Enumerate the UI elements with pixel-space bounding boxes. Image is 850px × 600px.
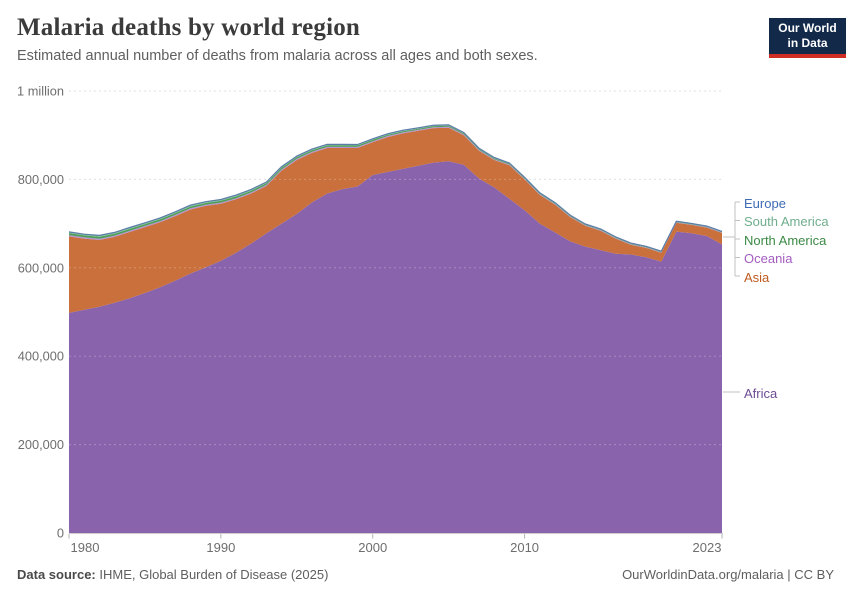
license-link[interactable]: OurWorldinData.org/malaria | CC BY: [622, 567, 834, 582]
x-axis-label-2000: 2000: [358, 540, 387, 555]
x-axis-label-2010: 2010: [510, 540, 539, 555]
stack-top-outline: [68, 124, 723, 252]
x-axis-label-2023: 2023: [693, 540, 722, 555]
data-source-note: Data source: IHME, Global Burden of Dise…: [17, 567, 328, 582]
legend-item-north_america[interactable]: North America: [744, 233, 827, 248]
legend-item-south_america[interactable]: South America: [744, 214, 829, 229]
legend-item-oceania[interactable]: Oceania: [744, 251, 793, 266]
y-axis-label-600000: 600,000: [18, 260, 64, 275]
legend-item-asia[interactable]: Asia: [744, 270, 770, 285]
owid-logo-line2: in Data: [787, 36, 828, 50]
owid-logo-line1: Our World: [778, 21, 837, 35]
y-axis-label-0: 0: [57, 526, 64, 541]
area-band-africa[interactable]: [69, 161, 722, 534]
data-source-label: Data source:: [17, 567, 96, 582]
x-axis-label-1980: 1980: [71, 540, 100, 555]
page-title: Malaria deaths by world region: [17, 14, 361, 41]
x-axis-label-1990: 1990: [206, 540, 235, 555]
legend-item-africa[interactable]: Africa: [744, 386, 778, 401]
y-axis-label-1000000: 1 million: [17, 84, 64, 99]
legend-item-europe[interactable]: Europe: [744, 196, 786, 211]
chart-subtitle: Estimated annual number of deaths from m…: [17, 48, 538, 64]
owid-logo-box: Our World in Data: [769, 18, 846, 54]
area-band-asia[interactable]: [69, 127, 722, 313]
y-axis-label-200000: 200,000: [18, 437, 64, 452]
data-source-text: IHME, Global Burden of Disease (2025): [95, 567, 329, 582]
y-axis-label-400000: 400,000: [18, 349, 64, 364]
y-axis-label-800000: 800,000: [18, 172, 64, 187]
owid-logo-accent-bar: [769, 54, 846, 58]
owid-logo[interactable]: Our World in Data: [769, 18, 846, 58]
